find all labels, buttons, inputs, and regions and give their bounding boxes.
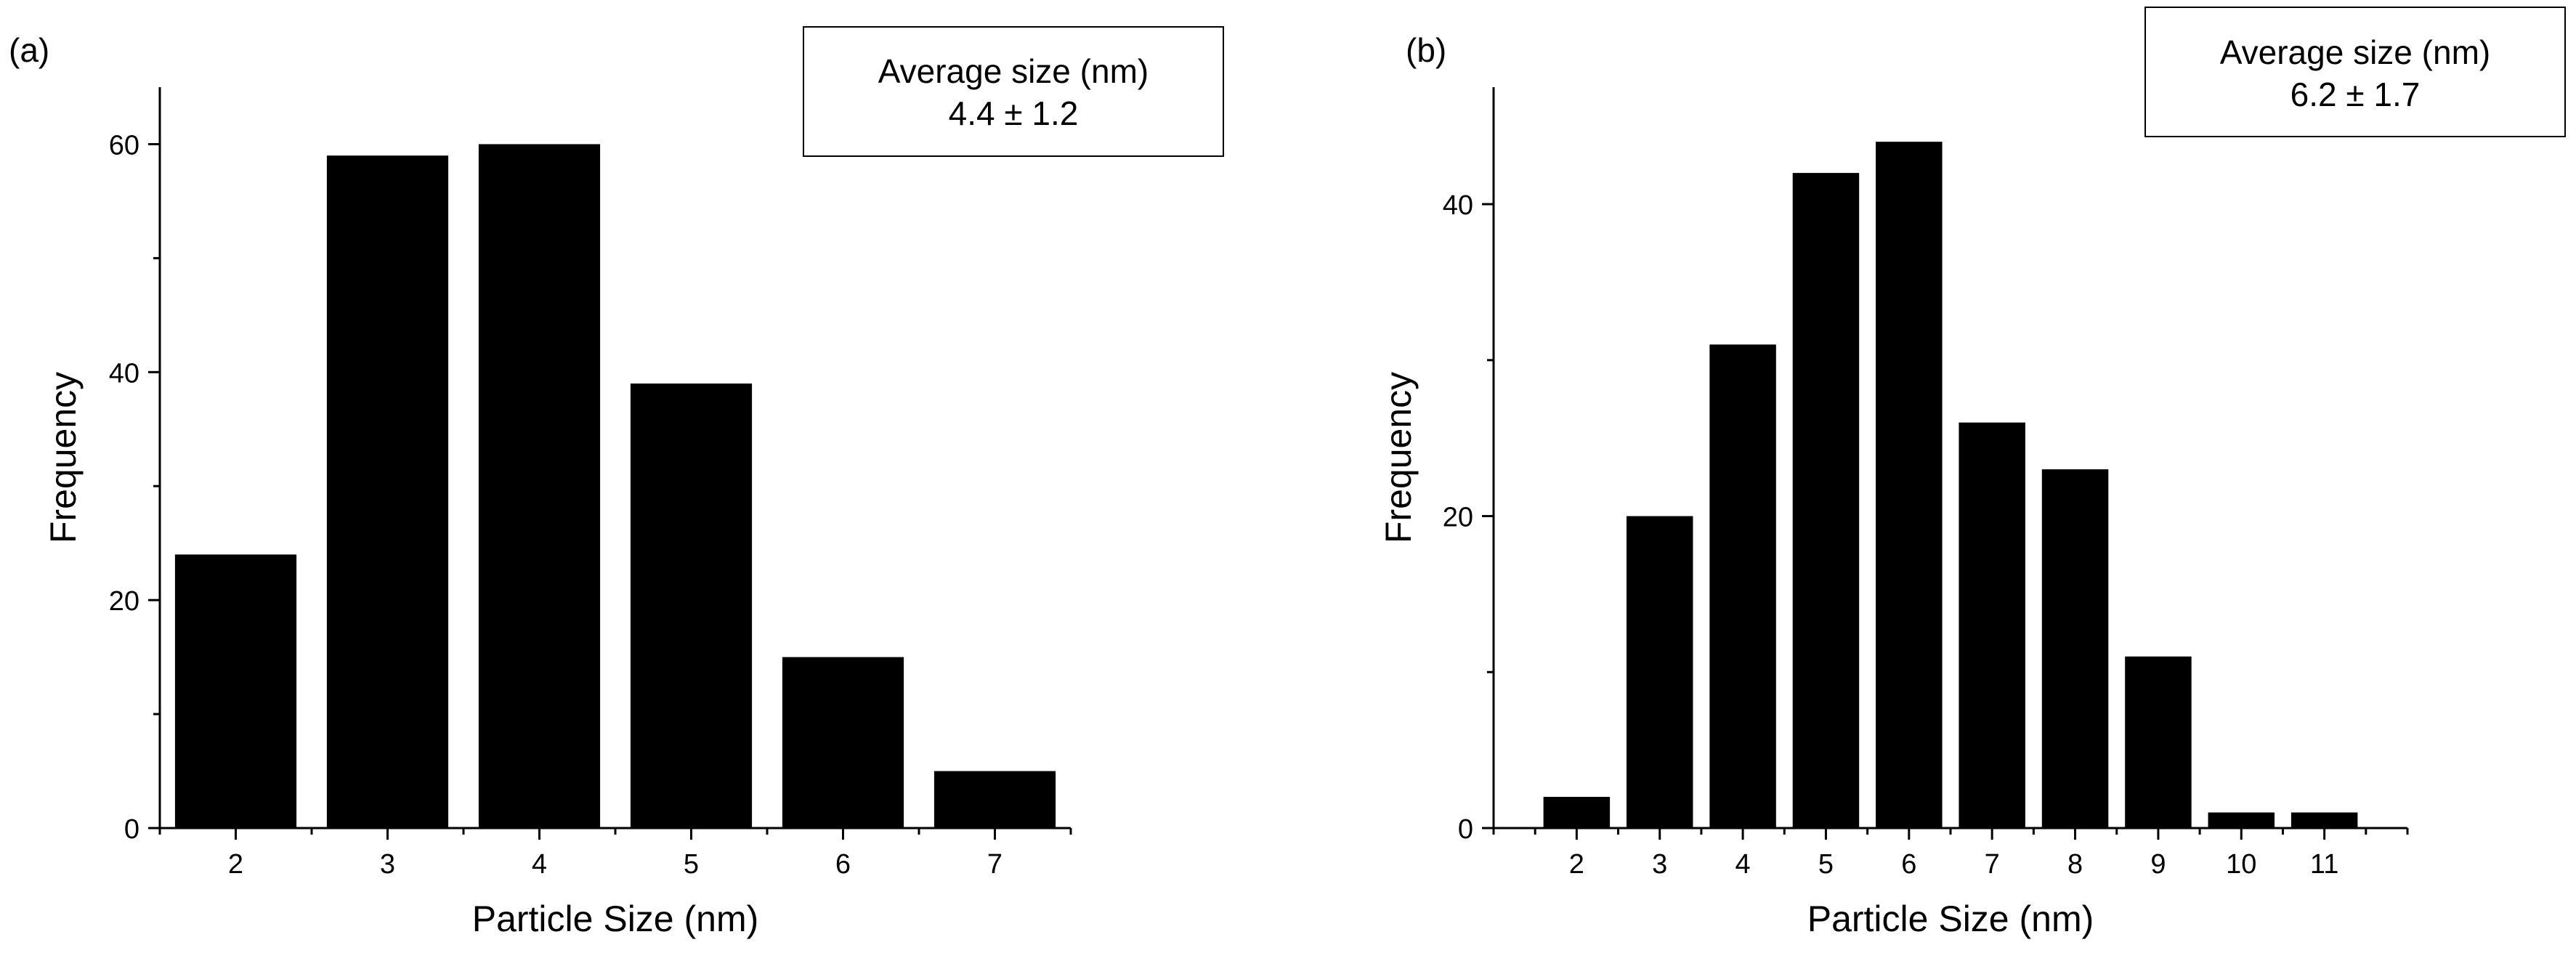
y-tick-label: 40 — [109, 358, 139, 389]
panel-label: (a) — [9, 31, 49, 69]
bar-5 — [630, 384, 753, 828]
bar-10 — [2208, 812, 2275, 828]
y-tick-label: 0 — [124, 814, 139, 845]
bar-4 — [1709, 344, 1776, 828]
x-axis-label: Particle Size (nm) — [1807, 899, 2094, 939]
x-tick-label: 4 — [532, 849, 547, 880]
y-tick-label: 40 — [1443, 190, 1473, 221]
chart-panel-b: (b) 0 20 40 2 3 4 5 6 7 8 9 10 11 Frequency Particl… — [1378, 7, 2566, 939]
bar-3 — [1626, 516, 1693, 828]
bar-series — [174, 144, 1056, 829]
y-axis-label: Frequency — [43, 372, 84, 543]
bar-4 — [478, 144, 601, 828]
y-axis-ticks: 0 20 40 — [1443, 190, 1494, 845]
x-tick-label: 10 — [2226, 849, 2256, 880]
x-axis-ticks: 2 3 4 5 6 7 — [158, 828, 1072, 880]
x-tick-label: 5 — [1818, 849, 1834, 880]
bar-series — [1543, 142, 2358, 828]
bar-2 — [174, 554, 297, 828]
bar-7 — [933, 771, 1056, 828]
chart-panel-a: (a) 0 20 40 60 2 3 4 5 6 7 Frequency Particle Si… — [9, 26, 1224, 939]
x-tick-label: 2 — [228, 849, 243, 880]
x-tick-label: 4 — [1735, 849, 1751, 880]
bar-6 — [1876, 142, 1943, 828]
bar-8 — [2041, 469, 2109, 828]
bar-3 — [326, 155, 449, 829]
bar-5 — [1792, 173, 1860, 828]
x-tick-label: 9 — [2150, 849, 2166, 880]
bar-6 — [782, 657, 904, 828]
x-tick-label: 11 — [2310, 849, 2338, 880]
bar-9 — [2125, 656, 2192, 828]
x-tick-label: 6 — [1901, 849, 1916, 880]
x-tick-label: 5 — [684, 849, 699, 880]
x-tick-label: 3 — [1652, 849, 1667, 880]
panel-label: (b) — [1406, 31, 1446, 69]
y-tick-label: 0 — [1458, 814, 1473, 845]
x-tick-label: 6 — [835, 849, 851, 880]
stats-box-title: Average size (nm) — [2220, 33, 2490, 71]
x-tick-label: 7 — [1985, 849, 2000, 880]
y-axis-label: Frequency — [1378, 372, 1419, 543]
stats-box-frame — [803, 26, 1224, 157]
stats-box-frame — [2144, 7, 2566, 137]
x-tick-label: 8 — [2067, 849, 2083, 880]
stats-box: Average size (nm) 4.4 ± 1.2 — [803, 26, 1224, 157]
y-tick-label: 60 — [109, 130, 139, 161]
x-axis-label: Particle Size (nm) — [472, 899, 759, 939]
y-axis-ticks: 0 20 40 60 — [109, 130, 160, 845]
stats-box: Average size (nm) 6.2 ± 1.7 — [2144, 7, 2566, 137]
stats-box-title: Average size (nm) — [878, 52, 1149, 90]
bar-11 — [2291, 812, 2358, 828]
y-tick-label: 20 — [1443, 503, 1473, 533]
x-tick-label: 7 — [987, 849, 1003, 880]
y-tick-label: 20 — [109, 586, 139, 617]
x-axis-ticks: 2 3 4 5 6 7 8 9 10 11 — [1492, 828, 2409, 880]
stats-box-value: 4.4 ± 1.2 — [949, 94, 1079, 132]
bar-2 — [1543, 797, 1611, 828]
bar-7 — [1959, 422, 2025, 828]
stats-box-value: 6.2 ± 1.7 — [2291, 76, 2421, 113]
x-tick-label: 3 — [380, 849, 395, 880]
x-tick-label: 2 — [1569, 849, 1584, 880]
